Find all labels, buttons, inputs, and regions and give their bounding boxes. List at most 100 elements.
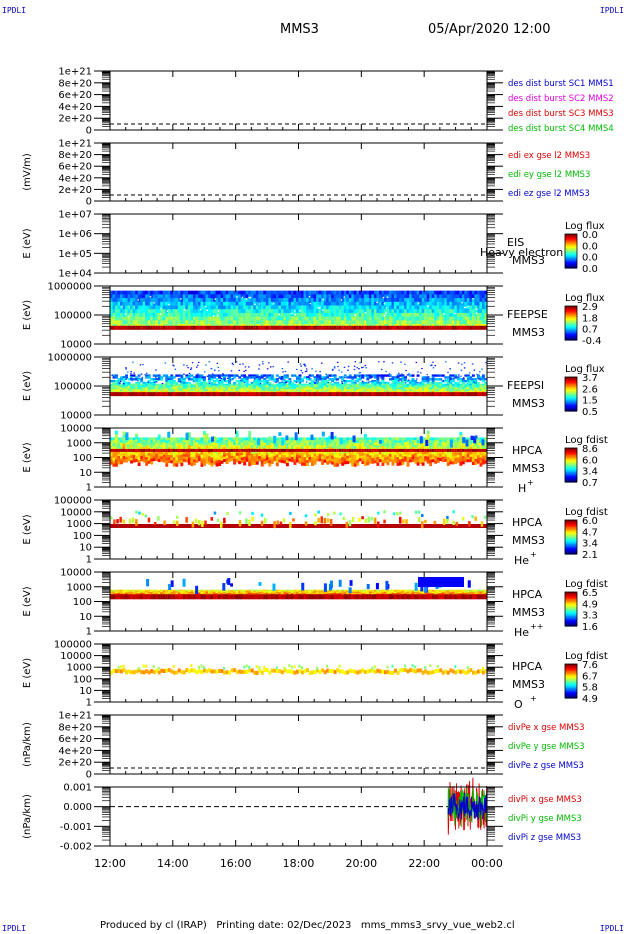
panel-3-peak-98	[356, 325, 360, 330]
panel-4-peak-108	[381, 392, 385, 397]
panel-4-cell-15-3	[147, 379, 151, 383]
panel-4-cell-137-8	[454, 389, 458, 392]
panel-4-cell-83-8	[318, 389, 322, 392]
panel-3-cell-92-4	[341, 305, 345, 310]
panel-4-cell-52-8	[240, 389, 244, 392]
panel-5-cell-52-2	[240, 442, 244, 446]
panel-4-cell-3-5	[117, 383, 121, 387]
panel-5-cell-72-4	[290, 447, 294, 451]
panel-4-cell-130-7	[436, 387, 440, 390]
panel-4-cell-19-6	[157, 385, 161, 388]
panel-4-cell-81-1	[313, 376, 317, 379]
panel-5-cell-5-5	[122, 446, 126, 451]
panel-5-cell-69-9	[283, 460, 287, 464]
panel-3-cell-65-1	[273, 294, 277, 299]
panel-3-cell-147-3	[479, 301, 483, 306]
panel-4-cell-33-2	[192, 378, 196, 381]
panel-3-cell-60-4	[260, 305, 264, 310]
panel-3-cell-103-4	[368, 305, 372, 310]
panel-3-cell-57-7	[253, 316, 257, 321]
panel-3-peak-144	[471, 325, 475, 330]
panel-3-cell-138-8	[456, 320, 460, 325]
panel-3-cell-51-4	[238, 305, 242, 310]
panel-5-cell-38-0	[205, 433, 209, 437]
panel-3-cell-7-7	[127, 316, 131, 321]
panel-3-colorbar-tick-1: 1.8	[582, 313, 598, 324]
panel-5-cell-44-1	[220, 440, 224, 444]
panel-3-cell-1-2	[112, 298, 116, 303]
panel-5-cell-42-1	[215, 440, 219, 444]
panel-3-cell-95-4	[348, 305, 352, 310]
panel-5-cell-57-8	[253, 459, 257, 463]
panel-4-cell-100-7	[361, 387, 365, 390]
panel-5-cell-45-8	[223, 456, 227, 460]
panel-3-cell-132-7	[441, 316, 445, 321]
panel-3-cell-125-2	[424, 298, 428, 303]
panel-4-speck-14	[131, 380, 133, 382]
panel-3-cell-77-6	[303, 312, 307, 318]
panel-3-cell-96-2	[351, 298, 355, 303]
panel-4-peak-105	[373, 392, 377, 397]
panel-3-cell-65-4	[273, 305, 277, 310]
panel-4-cell-55-6	[248, 385, 252, 388]
panel-5-cell-39-1	[208, 440, 211, 444]
panel-4-cell-114-1	[396, 376, 400, 379]
panel-5-cell-13-0	[142, 437, 146, 441]
panel-3-cell-140-5	[461, 309, 465, 314]
panel-4-cell-145-8	[474, 389, 478, 392]
panel-5-peak-27	[177, 448, 181, 452]
panel-5-cell-37-6	[202, 451, 206, 456]
panel-3-cell-63-1	[268, 294, 272, 299]
panel-4-speck-189	[192, 380, 195, 382]
panel-3-cell-27-7	[177, 316, 181, 321]
panel-4-cell-37-8	[202, 389, 206, 392]
panel-4-cell-101-8	[363, 389, 367, 392]
panel-4-cell-105-5	[373, 383, 377, 387]
panel-3-peak-129	[434, 325, 438, 330]
panel-4-cell-27-7	[177, 387, 181, 390]
panel-4-speck-125	[243, 375, 245, 377]
panel-5-peak-20	[160, 448, 164, 452]
panel-3-cell-93-7	[343, 316, 347, 321]
panel-4-cell-6-0	[125, 374, 128, 377]
panel-5-cell-75-6	[298, 452, 302, 457]
panel-3-cell-123-6	[419, 312, 423, 318]
panel-3-cell-139-3	[459, 301, 463, 306]
panel-4-cell-50-3	[235, 379, 239, 383]
panel-3-colorbar-title: Log flux	[565, 293, 605, 304]
panel-4-cell-50-7	[235, 387, 239, 390]
panel-3-cell-28-7	[180, 316, 184, 321]
panel-4-speck-246	[315, 370, 317, 372]
panel-3-cell-90-2	[336, 298, 340, 303]
panel-3-cell-83-2	[318, 298, 322, 303]
panel-4-cell-121-4	[414, 381, 418, 385]
panel-3-cell-59-7	[258, 316, 262, 321]
panel-4-cell-126-1	[426, 376, 430, 379]
panel-5-cell-1-0	[112, 437, 116, 441]
panel-5-cell-49-7	[233, 456, 237, 460]
panel-3-cell-4-4	[120, 305, 123, 310]
panel-4-cell-90-4	[336, 381, 340, 385]
panel-3-cell-129-0	[434, 290, 438, 295]
panel-3-cell-123-8	[419, 320, 423, 325]
panel-4-cell-31-2	[187, 378, 191, 381]
panel-4-cell-95-7	[348, 387, 352, 390]
panel-5-cell-81-9	[313, 461, 317, 465]
panel-3-cell-130-4	[436, 305, 440, 310]
panel-4-cell-135-4	[449, 381, 453, 385]
panel-3-cell-76-4	[301, 305, 304, 310]
panel-3-cell-94-6	[346, 312, 350, 318]
panel-2-colorbar-cell-11	[565, 249, 577, 252]
panel-3-cell-90-8	[336, 320, 340, 325]
panel-3-cell-85-8	[323, 320, 327, 325]
panel-3-peak-115	[399, 325, 402, 330]
panel-3-cell-10-1	[135, 294, 139, 299]
panel-3-peak-11	[137, 325, 141, 330]
panel-4-cell-39-5	[208, 383, 211, 387]
panel-5-peak-32	[190, 448, 194, 452]
panel-3-cell-147-4	[479, 305, 483, 310]
panel-5-cell-54-4	[245, 446, 249, 450]
panel-3-peak-15	[147, 325, 151, 330]
panel-3-cell-33-6	[192, 312, 196, 318]
panel-3-cell-119-3	[409, 301, 412, 306]
